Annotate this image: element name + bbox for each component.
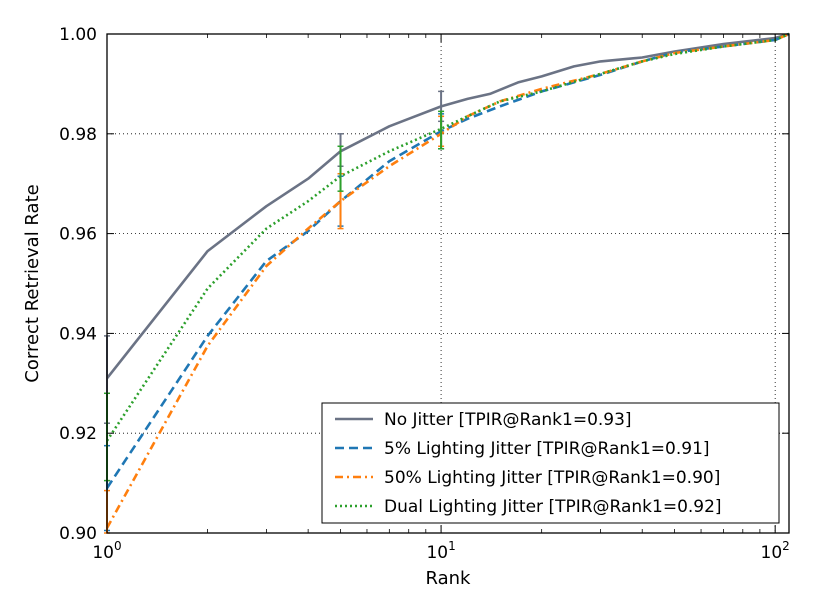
x-axis-label: Rank xyxy=(426,568,472,589)
y-tick-label: 0.90 xyxy=(59,524,97,544)
y-tick-label: 0.96 xyxy=(59,225,97,245)
legend-label: Dual Lighting Jitter [TPIR@Rank1=0.92] xyxy=(384,497,722,517)
y-axis-label: Correct Retrieval Rate xyxy=(22,184,43,382)
series-lines xyxy=(105,32,790,529)
legend-label: 5% Lighting Jitter [TPIR@Rank1=0.91] xyxy=(384,439,710,459)
y-tick-label: 0.94 xyxy=(59,324,97,344)
x-tick-label: 102 xyxy=(761,539,790,563)
x-tick-label: 101 xyxy=(426,539,455,563)
legend-label: No Jitter [TPIR@Rank1=0.93] xyxy=(384,410,632,430)
y-tick-label: 1.00 xyxy=(59,25,97,45)
series-line-4 xyxy=(105,32,790,442)
legend-label: 50% Lighting Jitter [TPIR@Rank1=0.90] xyxy=(384,468,720,488)
y-tick-label: 0.98 xyxy=(59,125,97,145)
plot-frame xyxy=(106,33,790,534)
axis-ticks xyxy=(106,33,789,534)
series-line-1 xyxy=(105,32,790,380)
y-tick-label: 0.92 xyxy=(59,424,97,444)
legend: No Jitter [TPIR@Rank1=0.93] 5% Lighting J… xyxy=(321,402,780,524)
x-tick-label: 100 xyxy=(92,539,121,563)
legend-box xyxy=(321,402,780,524)
